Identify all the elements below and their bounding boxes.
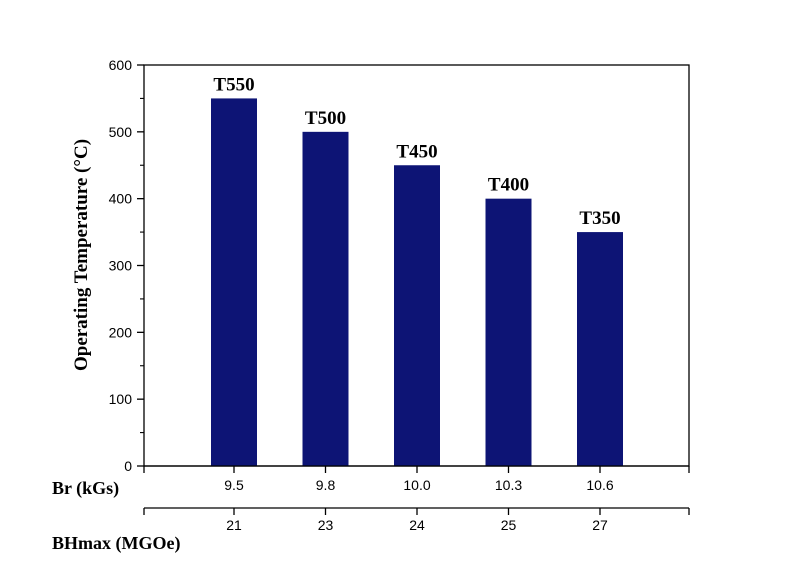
secondary-tick-label: 10.6 — [586, 477, 613, 493]
secondary-tick-label: 25 — [501, 517, 517, 533]
secondary-tick-label: 9.8 — [316, 477, 336, 493]
y-axis-label: Operating Temperature (°C) — [71, 139, 92, 371]
bar-labels: T550 T500 T450 T400 T350 — [213, 74, 620, 229]
bar-data-label: T500 — [305, 108, 346, 129]
bar-data-label: T550 — [213, 74, 254, 95]
secondary-tick-label: 24 — [409, 517, 425, 533]
secondary-tick-label: 23 — [318, 517, 334, 533]
secondary-tick-label: 9.5 — [224, 477, 244, 493]
y-tick-label: 100 — [109, 391, 133, 407]
bar — [577, 232, 623, 466]
y-tick-label: 300 — [109, 258, 133, 274]
y-tick-label: 500 — [109, 124, 133, 140]
bar — [485, 198, 532, 466]
secondary-axis-label: Br (kGs) — [52, 478, 119, 499]
y-tick-label: 400 — [109, 191, 133, 207]
y-tick-label: 200 — [109, 324, 133, 340]
bar-data-label: T350 — [579, 208, 620, 229]
secondary-tick-label: 10.0 — [403, 477, 430, 493]
bar — [211, 98, 257, 467]
y-tick-label: 600 — [109, 57, 133, 73]
secondary-tick-label: 21 — [226, 517, 242, 533]
bar — [302, 131, 349, 467]
secondary-tick-label: 10.3 — [495, 477, 522, 493]
secondary-tick-label: 27 — [592, 517, 608, 533]
bar — [394, 165, 440, 466]
bar-data-label: T450 — [396, 141, 437, 162]
bars — [211, 98, 623, 467]
secondary-axes: 9.5 9.8 10.0 10.3 10.6 Br (kGs) 21 23 24 25 27 BHma… — [52, 465, 690, 554]
y-axis: 0 100 200 300 400 500 600 — [109, 57, 144, 474]
bar-data-label: T400 — [488, 175, 529, 196]
y-tick-label: 0 — [124, 458, 132, 474]
secondary-axis-label: BHmax (MGOe) — [52, 533, 180, 554]
